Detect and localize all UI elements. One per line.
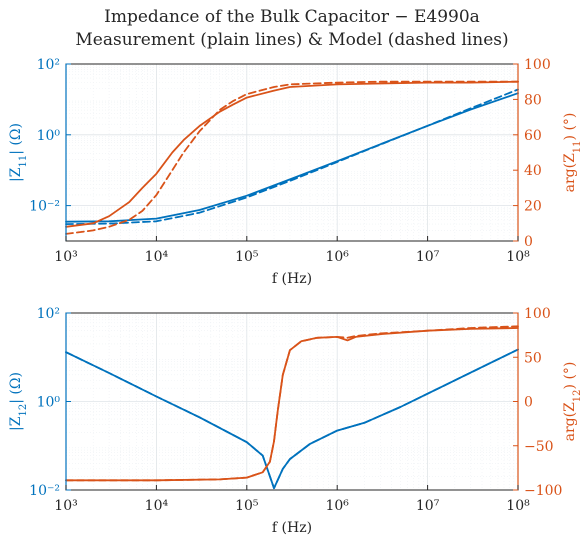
- magnitude-measurement-line: [65, 92, 519, 223]
- x-tick-label: 10⁷: [416, 249, 440, 265]
- x-tick-label: 10⁷: [416, 498, 440, 514]
- y-left-tick-label: 10⁻²: [29, 483, 60, 499]
- y-left-axis-label: |Z11| (Ω): [8, 123, 29, 182]
- y-left-tick-label: 10⁻²: [29, 199, 60, 215]
- x-axis-label: f (Hz): [272, 520, 312, 536]
- y-right-tick-label: 100: [524, 57, 551, 73]
- y-right-tick-label: 80: [524, 92, 542, 108]
- top-plot-z11: 10³ 10⁴ 10⁵ 10⁶ 10⁷ 10⁸ 10⁻² 10⁰ 10² 0 20 40 60 80 100…: [8, 57, 583, 287]
- y-right-tick-label: −50: [524, 439, 554, 455]
- magnitude-model-line: [65, 348, 519, 490]
- y-left-tick-label: 10²: [37, 306, 60, 322]
- y-right-tick-label: 20: [524, 199, 542, 215]
- phase-measurement-line: [65, 80, 519, 228]
- y-right-tick-label: 100: [524, 306, 551, 322]
- plot-frame: [65, 63, 519, 242]
- phase-model-line: [65, 325, 519, 482]
- y-left-tick-label: 10⁰: [37, 128, 61, 144]
- x-tick-label: 10⁶: [325, 249, 349, 265]
- x-tick-label: 10⁵: [235, 498, 259, 514]
- y-right-tick-label: 0: [524, 395, 533, 411]
- x-tick-label: 10⁸: [506, 249, 530, 265]
- y-right-tick-label: 60: [524, 128, 542, 144]
- x-axis-label: f (Hz): [272, 271, 312, 287]
- y-right-tick-label: 40: [524, 163, 542, 179]
- x-tick-label: 10⁶: [325, 498, 349, 514]
- x-tick-label: 10³: [54, 249, 77, 265]
- magnitude-model-line: [65, 88, 519, 226]
- y-right-tick-label: 0: [524, 234, 533, 250]
- x-tick-label: 10⁴: [145, 498, 169, 514]
- x-tick-label: 10⁵: [235, 249, 259, 265]
- x-tick-label: 10⁴: [145, 249, 169, 265]
- y-left-axis-label: |Z12| (Ω): [8, 372, 29, 431]
- y-left-tick-label: 10²: [37, 57, 60, 73]
- y-left-tick-label: 10⁰: [37, 395, 61, 411]
- bottom-plot-z12: 10³ 10⁴ 10⁵ 10⁶ 10⁷ 10⁸ 10⁻² 10⁰ 10² −100 −50 0 50 10…: [8, 306, 583, 536]
- chart-title-line-2: Measurement (plain lines) & Model (dashe…: [75, 30, 508, 50]
- y-right-tick-label: 50: [524, 350, 542, 366]
- x-tick-label: 10³: [54, 498, 77, 514]
- x-tick-label: 10⁸: [506, 498, 530, 514]
- y-right-tick-label: −100: [524, 483, 562, 499]
- chart-title-line-1: Impedance of the Bulk Capacitor − E4990a: [104, 7, 480, 27]
- y-right-axis-label: arg(Z11) (°): [562, 113, 583, 193]
- y-right-axis-label: arg(Z12) (°): [562, 362, 583, 442]
- phase-model-line: [65, 80, 519, 235]
